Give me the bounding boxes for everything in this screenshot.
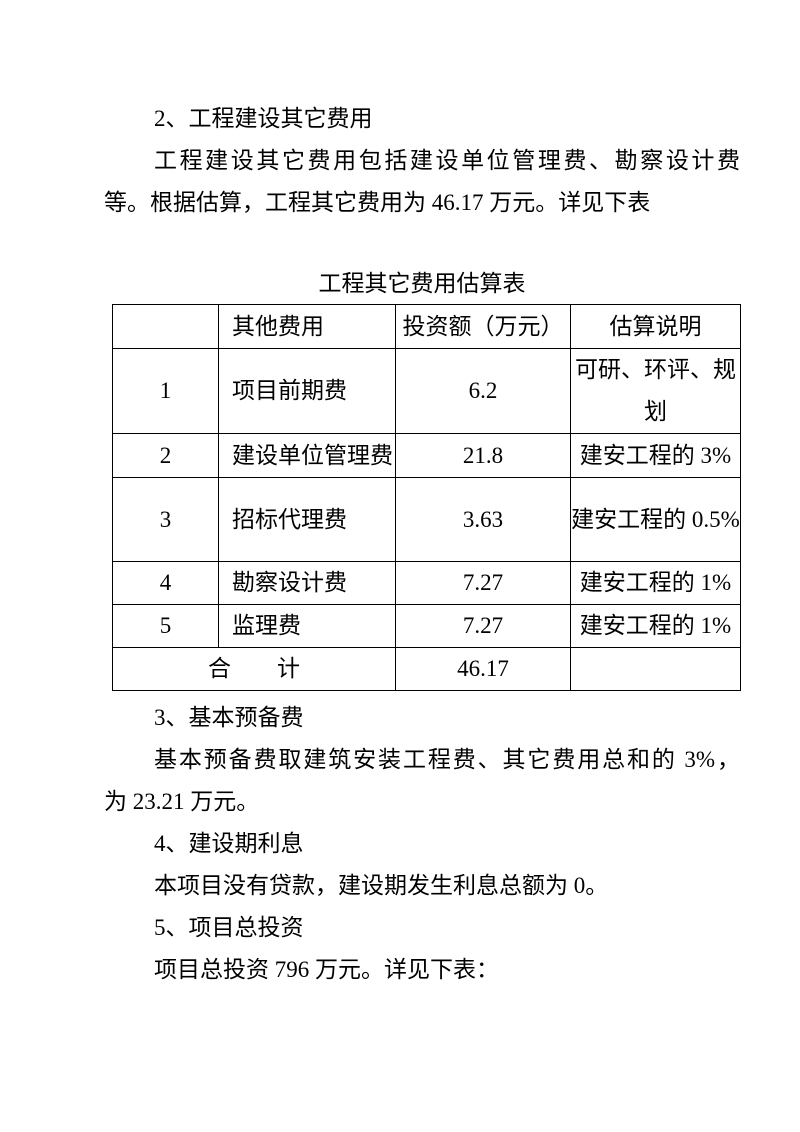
cell-item: 项目前期费 xyxy=(218,348,396,434)
section3-heading: 3、基本预备费 xyxy=(154,705,304,730)
table-row: 2 建设单位管理费 21.8 建安工程的 3% xyxy=(112,433,741,478)
header-cell-item: 其他费用 xyxy=(218,304,396,349)
section4-paragraph: 本项目没有贷款，建设期发生利息总额为 0。 xyxy=(154,873,609,898)
cell-note: 建安工程的 0.5% xyxy=(570,477,741,562)
total-label-cell: 合 计 xyxy=(112,647,396,691)
cell-item: 监理费 xyxy=(218,604,396,648)
cell-item: 招标代理费 xyxy=(218,477,396,562)
cell-note: 可研、环评、规划 xyxy=(570,348,741,434)
cell-note: 建安工程的 1% xyxy=(570,561,741,605)
cell-amount: 3.63 xyxy=(395,477,571,562)
section4-heading: 4、建设期利息 xyxy=(154,831,304,856)
cell-item: 勘察设计费 xyxy=(218,561,396,605)
cell-note: 建安工程的 3% xyxy=(570,433,741,478)
section2-heading: 2、工程建设其它费用 xyxy=(154,106,373,131)
total-amount-cell: 46.17 xyxy=(395,647,571,691)
table-total-row: 合 计 46.17 xyxy=(112,647,741,691)
table-row: 1 项目前期费 6.2 可研、环评、规划 xyxy=(112,348,741,434)
cell-seq: 1 xyxy=(112,348,219,434)
total-note-cell xyxy=(570,647,741,691)
table-row: 4 勘察设计费 7.27 建安工程的 1% xyxy=(112,561,741,605)
header-cell-blank xyxy=(112,304,219,349)
cell-seq: 5 xyxy=(112,604,219,648)
header-cell-amount: 投资额（万元） xyxy=(395,304,571,349)
document-content: 2、工程建设其它费用 工程建设其它费用包括建设单位管理费、勘察设计费 等。根据估… xyxy=(104,106,741,982)
section3-paragraph-line1: 基本预备费取建筑安装工程费、其它费用总和的 3%， xyxy=(154,747,740,772)
cell-seq: 4 xyxy=(112,561,219,605)
section5-heading: 5、项目总投资 xyxy=(154,915,304,940)
table-row: 5 监理费 7.27 建安工程的 1% xyxy=(112,604,741,648)
cell-item: 建设单位管理费 xyxy=(218,433,396,478)
table-title: 工程其它费用估算表 xyxy=(318,271,526,296)
other-cost-estimate-table: 其他费用 投资额（万元） 估算说明 1 项目前期费 6.2 可研、环评、规划 2… xyxy=(112,304,741,691)
section2-paragraph-line1: 工程建设其它费用包括建设单位管理费、勘察设计费 xyxy=(154,148,740,173)
table-header-row: 其他费用 投资额（万元） 估算说明 xyxy=(112,304,741,349)
header-cell-note: 估算说明 xyxy=(570,304,741,349)
cell-amount: 6.2 xyxy=(395,348,571,434)
cell-amount: 21.8 xyxy=(395,433,571,478)
section3-paragraph-line2: 为 23.21 万元。 xyxy=(104,789,260,814)
table-row: 3 招标代理费 3.63 建安工程的 0.5% xyxy=(112,477,741,562)
cell-note: 建安工程的 1% xyxy=(570,604,741,648)
section2-paragraph-line2: 等。根据估算，工程其它费用为 46.17 万元。详见下表 xyxy=(104,190,651,215)
cell-amount: 7.27 xyxy=(395,604,571,648)
section5-paragraph: 项目总投资 796 万元。详见下表： xyxy=(154,957,499,982)
cell-seq: 2 xyxy=(112,433,219,478)
cell-seq: 3 xyxy=(112,477,219,562)
cell-amount: 7.27 xyxy=(395,561,571,605)
